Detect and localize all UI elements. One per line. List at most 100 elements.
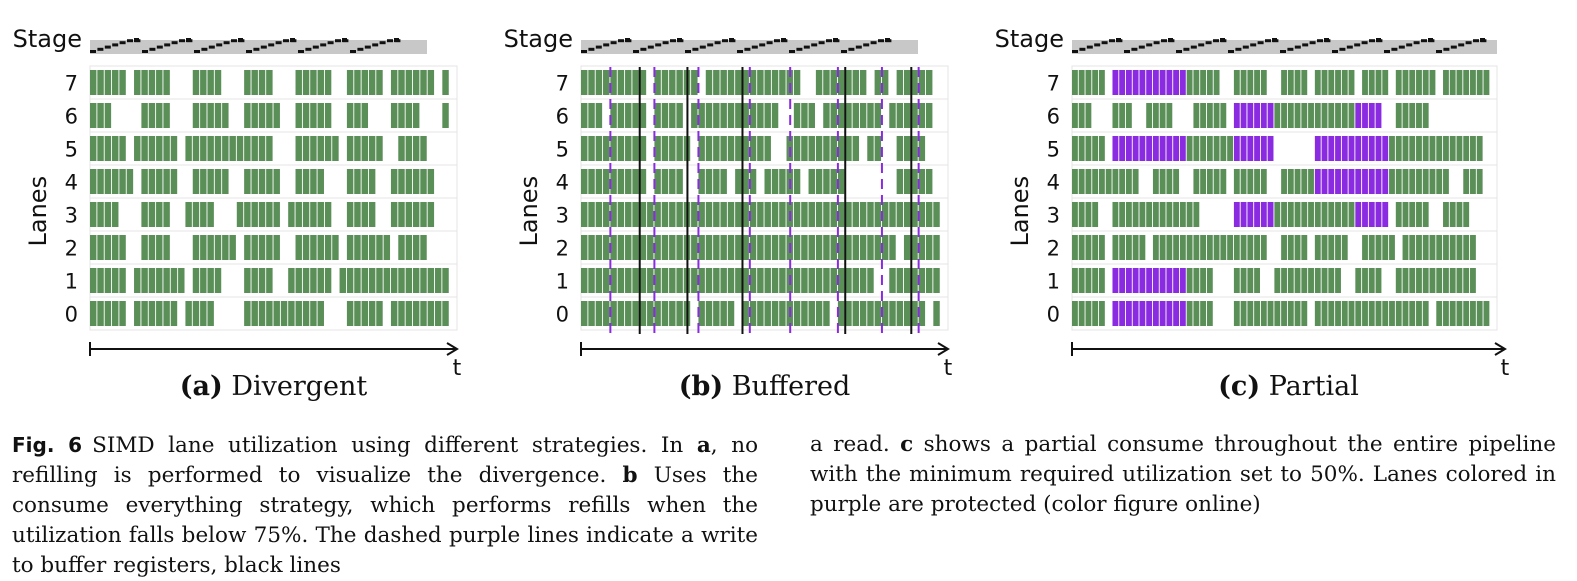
stage-strip: [581, 38, 918, 54]
active-lane-cell: [1193, 301, 1200, 326]
lane-label: 0: [1047, 303, 1060, 327]
lane-label: 1: [556, 270, 569, 294]
active-lane-cell: [1085, 202, 1092, 227]
active-lane-cell: [654, 202, 661, 227]
active-lane-cell: [170, 136, 178, 161]
active-lane-cell: [90, 136, 97, 161]
active-lane-cell: [896, 202, 904, 227]
active-lane-cell: [881, 202, 889, 227]
active-lane-cell: [134, 136, 141, 161]
active-lane-cell: [793, 301, 801, 326]
caption-text: a read.: [810, 432, 901, 457]
active-lane-cell: [720, 268, 727, 293]
active-lane-cell: [236, 136, 244, 161]
active-lane-cell: [830, 202, 837, 227]
active-lane-cell: [1112, 103, 1119, 128]
lanes-axis-label: Lanes: [1006, 176, 1034, 247]
active-lane-cell: [705, 70, 713, 95]
active-lane-cell: [1409, 235, 1416, 260]
active-lane-cell: [639, 169, 647, 194]
active-lane-cell: [735, 169, 742, 194]
active-lane-cell: [1422, 202, 1429, 227]
active-lane-cell: [200, 235, 207, 260]
protected-lane-cell: [1159, 70, 1166, 95]
active-lane-cell: [258, 70, 266, 95]
active-lane-cell: [185, 301, 192, 326]
active-lane-cell: [581, 268, 588, 293]
active-lane-cell: [581, 136, 588, 161]
active-lane-cell: [727, 202, 735, 227]
active-lane-cell: [852, 202, 860, 227]
active-lane-cell: [156, 136, 163, 161]
active-lane-cell: [1186, 301, 1193, 326]
active-lane-cell: [442, 301, 449, 326]
active-lane-cell: [625, 202, 632, 227]
active-lane-cell: [903, 202, 911, 227]
active-lane-cell: [779, 202, 786, 227]
subfigure-title: Buffered: [723, 371, 850, 402]
active-lane-cell: [376, 301, 383, 326]
active-lane-cell: [251, 136, 258, 161]
protected-lane-cell: [1152, 268, 1159, 293]
active-lane-cell: [1476, 169, 1483, 194]
active-lane-cell: [1152, 103, 1159, 128]
active-lane-cell: [1193, 235, 1200, 260]
lane-label: 4: [65, 171, 78, 195]
active-lane-cell: [1085, 169, 1092, 194]
protected-lane-cell: [1139, 136, 1146, 161]
active-lane-cell: [266, 70, 273, 95]
active-lane-cell: [1476, 136, 1483, 161]
active-lane-cell: [617, 103, 625, 128]
active-lane-cell: [1395, 301, 1402, 326]
active-lane-cell: [112, 301, 119, 326]
active-lane-cell: [119, 301, 126, 326]
active-lane-cell: [361, 103, 369, 128]
active-lane-cell: [874, 70, 882, 95]
active-lane-cell: [705, 235, 713, 260]
active-lane-cell: [1281, 70, 1287, 95]
stage-strip: [90, 38, 427, 54]
protected-lane-cell: [1166, 268, 1173, 293]
active-lane-cell: [1287, 268, 1294, 293]
active-lane-cell: [1254, 169, 1260, 194]
active-lane-cell: [1240, 235, 1247, 260]
active-lane-cell: [1200, 235, 1207, 260]
active-lane-cell: [1078, 103, 1085, 128]
active-lane-cell: [148, 169, 156, 194]
active-lane-cell: [1085, 103, 1092, 128]
active-lane-cell: [1233, 169, 1240, 194]
active-lane-cell: [1287, 235, 1294, 260]
active-lane-cell: [1166, 103, 1173, 128]
active-lane-cell: [368, 235, 376, 260]
active-lane-cell: [764, 103, 771, 128]
active-lane-cell: [376, 268, 383, 293]
active-lane-cell: [1443, 136, 1449, 161]
active-lane-cell: [192, 136, 200, 161]
active-lane-cell: [691, 103, 698, 128]
active-lane-cell: [1422, 268, 1429, 293]
protected-lane-cell: [1166, 301, 1173, 326]
active-lane-cell: [200, 202, 207, 227]
active-lane-cell: [207, 169, 214, 194]
active-lane-cell: [815, 202, 823, 227]
active-lane-cell: [1119, 169, 1126, 194]
protected-lane-cell: [1159, 136, 1166, 161]
active-lane-cell: [1260, 301, 1267, 326]
active-lane-cell: [266, 169, 273, 194]
active-lane-cell: [881, 70, 889, 95]
lane-label: 4: [556, 171, 569, 195]
protected-lane-cell: [1125, 136, 1132, 161]
active-lane-cell: [661, 136, 669, 161]
active-lane-cell: [845, 301, 852, 326]
active-lane-cell: [317, 136, 324, 161]
active-lane-cell: [1281, 235, 1287, 260]
active-lane-cell: [727, 103, 735, 128]
active-lane-cell: [141, 169, 148, 194]
active-lane-cell: [1173, 235, 1180, 260]
active-lane-cell: [1173, 202, 1180, 227]
subfigure-caption: (c) Partial: [1218, 371, 1359, 402]
protected-lane-cell: [1321, 136, 1328, 161]
active-lane-cell: [661, 301, 669, 326]
active-lane-cell: [1314, 103, 1321, 128]
active-lane-cell: [918, 268, 926, 293]
